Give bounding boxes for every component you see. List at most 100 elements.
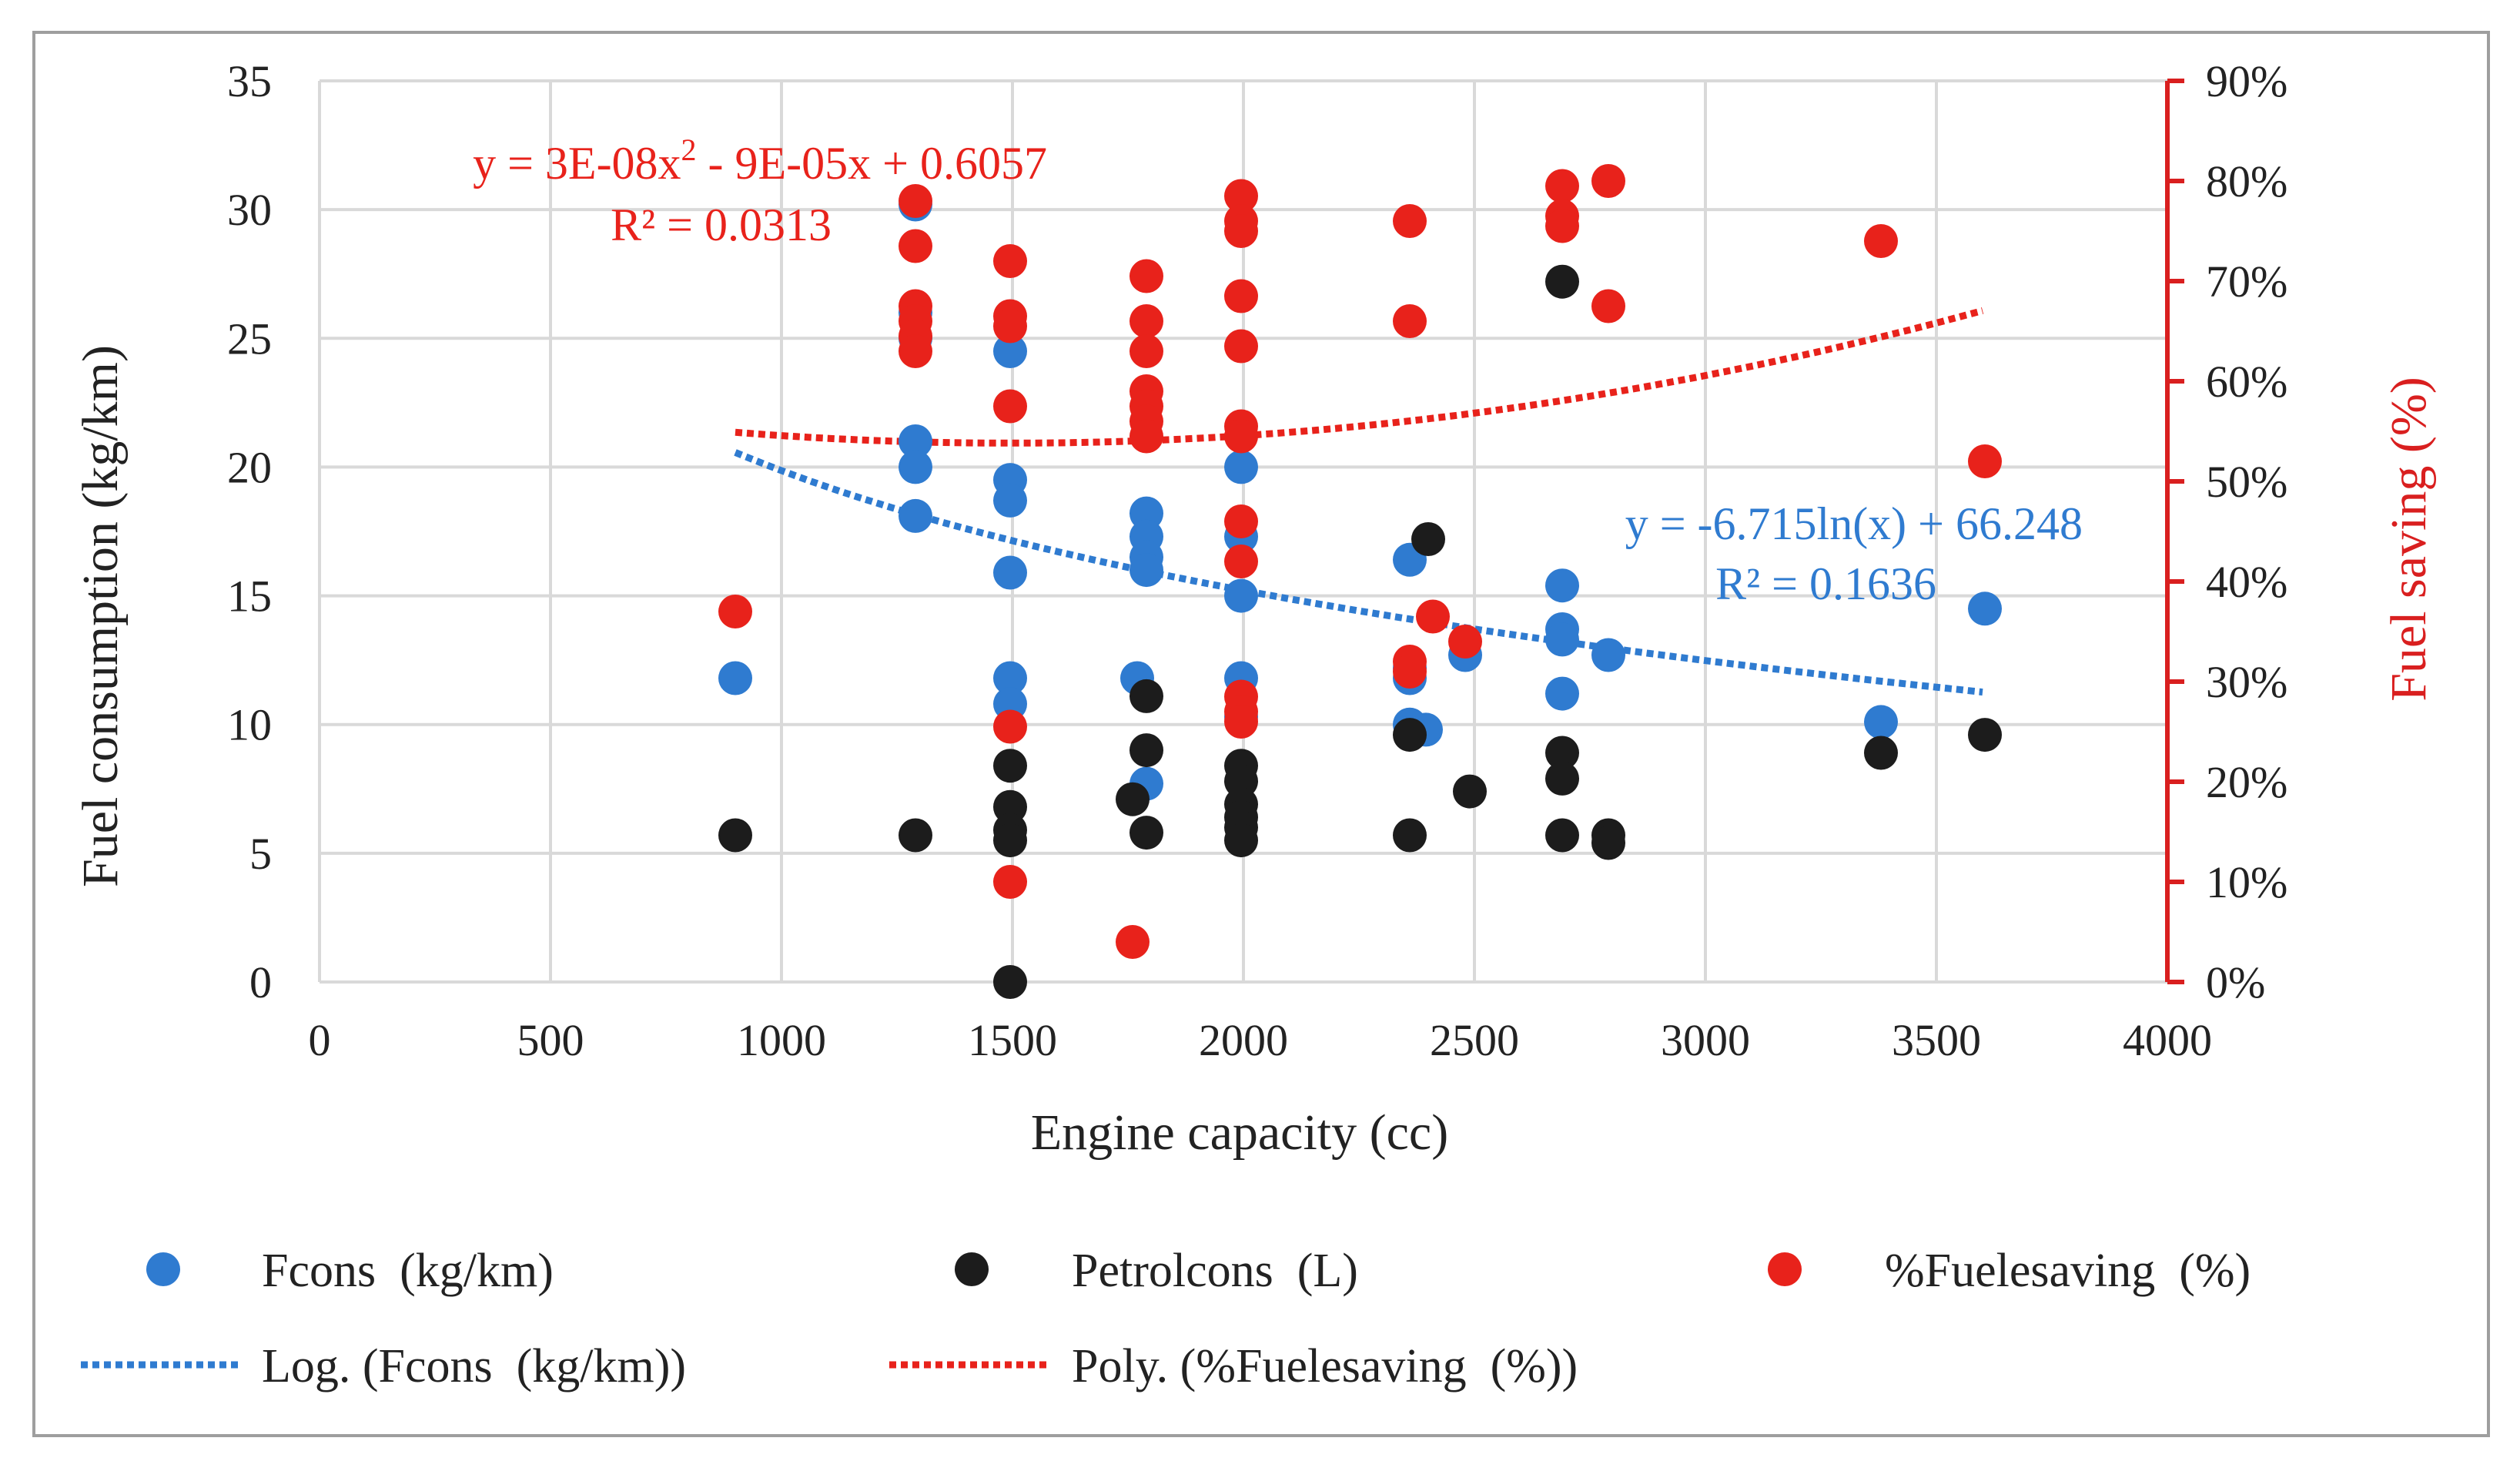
point-petrolcons — [1411, 522, 1445, 556]
y2-tick-label: 10% — [2206, 857, 2287, 907]
point-fcons — [1129, 553, 1163, 588]
point-fuel-saving — [1416, 599, 1450, 634]
data-points — [718, 164, 2002, 999]
point-fuel-saving — [1224, 329, 1258, 364]
point-fuel-saving — [1591, 289, 1625, 323]
y-tick-label: 30 — [227, 185, 272, 235]
point-petrolcons — [1545, 736, 1579, 770]
legend-label-saving: %Fuelesaving (%) — [1885, 1245, 2251, 1297]
point-fuel-saving — [1129, 304, 1163, 338]
point-fuel-saving — [899, 229, 932, 263]
point-fuel-saving — [1129, 334, 1163, 368]
point-fuel-saving — [1224, 504, 1258, 538]
log-r2: R² = 0.1636 — [1715, 558, 1936, 609]
poly-equation-part2: - 9E-05x + 0.6057 — [697, 138, 1047, 189]
legend-marker-saving — [1768, 1252, 1802, 1286]
point-fuel-saving — [1129, 259, 1163, 293]
point-fuel-saving — [1545, 209, 1579, 243]
point-petrolcons — [1116, 782, 1150, 816]
y2-tick-label: 50% — [2206, 457, 2287, 507]
x-tick-label: 1500 — [968, 1015, 1057, 1065]
x-tick-label: 2000 — [1199, 1015, 1288, 1065]
y-tick-label: 25 — [227, 313, 272, 364]
point-fcons — [1545, 568, 1579, 603]
y2-tick-label: 90% — [2206, 56, 2287, 106]
y2-tick-label: 40% — [2206, 557, 2287, 607]
x-tick-label: 4000 — [2123, 1015, 2212, 1065]
y2-tick-label: 80% — [2206, 156, 2287, 206]
point-fcons — [899, 450, 932, 484]
point-petrolcons — [1591, 826, 1625, 860]
point-petrolcons — [1545, 264, 1579, 299]
poly-r2: R² = 0.0313 — [611, 199, 832, 250]
point-petrolcons — [1393, 718, 1427, 752]
trendline-log — [734, 449, 1983, 696]
point-petrolcons — [1545, 761, 1579, 796]
point-petrolcons — [1968, 718, 2002, 752]
point-petrolcons — [993, 965, 1027, 999]
point-fcons — [1591, 638, 1625, 672]
point-fuel-saving — [1224, 179, 1258, 213]
legend-marker-fcons — [146, 1252, 180, 1286]
legend-marker-petrol — [955, 1252, 989, 1286]
point-fuel-saving — [1129, 419, 1163, 454]
point-petrolcons — [1864, 736, 1898, 770]
point-fuel-saving — [1224, 279, 1258, 313]
point-fuel-saving — [993, 709, 1027, 744]
point-fcons — [899, 424, 932, 458]
point-fuel-saving — [1448, 625, 1482, 659]
point-fuel-saving — [1224, 419, 1258, 454]
point-petrolcons — [1129, 679, 1163, 713]
point-fcons — [899, 498, 932, 533]
trendlines — [734, 307, 1984, 696]
point-petrolcons — [1224, 823, 1258, 858]
point-fuel-saving — [993, 244, 1027, 278]
point-fcons — [1129, 496, 1163, 531]
poly-equation-exponent: 2 — [681, 132, 697, 167]
point-fuel-saving — [1393, 204, 1427, 238]
point-petrolcons — [1129, 733, 1163, 768]
point-fcons — [993, 334, 1027, 368]
point-fuel-saving — [1393, 655, 1427, 689]
y-tick-label: 20 — [227, 442, 272, 492]
point-petrolcons — [1453, 774, 1487, 809]
point-fuel-saving — [993, 389, 1027, 424]
y-tick-label: 10 — [227, 700, 272, 750]
axes: 0 500 1000 1500 2000 2500 3000 3500 400005101520… — [227, 56, 2287, 1065]
x-axis-title: Engine capacity (cc) — [1031, 1104, 1448, 1161]
y-axis-title: Fuel consumption (kg/km) — [72, 345, 129, 887]
y2-tick-label: 30% — [2206, 657, 2287, 707]
poly-equation: y = 3E-08x2 - 9E-05x + 0.6057 — [473, 132, 1047, 189]
point-fcons — [1864, 705, 1898, 739]
x-tick-label: 0 — [309, 1015, 331, 1065]
point-petrolcons — [993, 823, 1027, 858]
y2-tick-label: 20% — [2206, 757, 2287, 807]
point-fcons — [1545, 676, 1579, 711]
point-petrolcons — [993, 789, 1027, 824]
log-equation: y = -6.715ln(x) + 66.248 — [1625, 498, 2083, 549]
y-tick-label: 15 — [227, 571, 272, 622]
legend-label-fcons: Fcons (kg/km) — [262, 1245, 554, 1297]
point-fcons — [993, 483, 1027, 518]
point-fcons — [993, 555, 1027, 590]
point-petrolcons — [1129, 816, 1163, 850]
point-fcons — [993, 661, 1027, 695]
trendline-poly — [735, 307, 1984, 447]
point-fuel-saving — [1864, 224, 1898, 258]
legend-label-petrol: Petrolcons (L) — [1072, 1245, 1358, 1297]
x-tick-label: 1000 — [737, 1015, 826, 1065]
point-fuel-saving — [1224, 214, 1258, 248]
point-fuel-saving — [1116, 925, 1150, 959]
point-fuel-saving — [993, 865, 1027, 899]
point-petrolcons — [993, 749, 1027, 783]
legend: Fcons (kg/km) Petrolcons (L) %Fuelesavin… — [81, 1245, 2251, 1393]
y2-tick-label: 70% — [2206, 256, 2287, 307]
point-fuel-saving — [899, 184, 932, 218]
point-petrolcons — [1545, 818, 1579, 853]
x-tick-label: 3500 — [1892, 1015, 1981, 1065]
point-fuel-saving — [993, 309, 1027, 344]
point-petrolcons — [899, 818, 932, 853]
point-petrolcons — [718, 818, 752, 853]
chart-frame — [32, 31, 2490, 1437]
